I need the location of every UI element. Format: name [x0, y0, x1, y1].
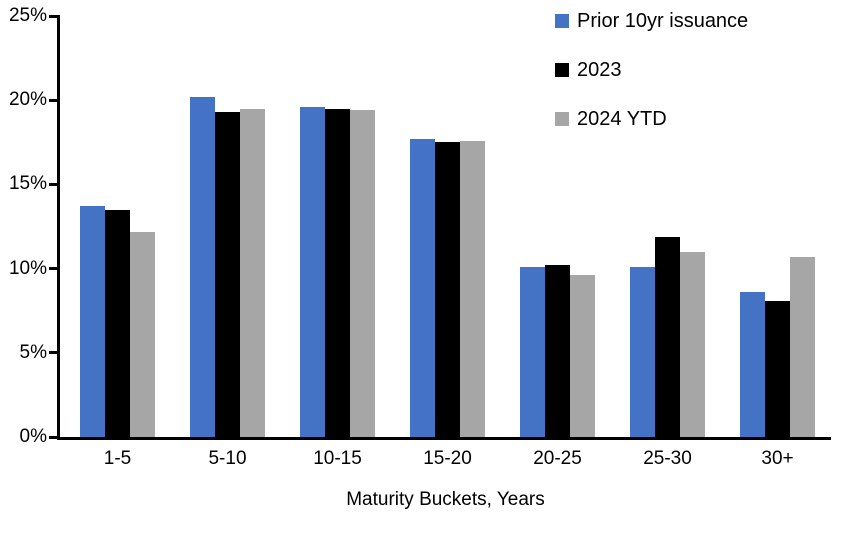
x-axis-tick-label: 10-15 [313, 448, 362, 469]
bar-2023-30- [765, 300, 790, 437]
y-axis-tick-label: 15% [8, 173, 47, 195]
y-axis-tick [49, 267, 57, 271]
legend-item-2024-ytd: 2024 YTD [555, 109, 748, 129]
legend-label: Prior 10yr issuance [577, 10, 749, 32]
y-axis-tick-label: 20% [8, 89, 47, 111]
bar-2023-5-10 [215, 111, 240, 437]
bar-2023-25-30 [655, 236, 680, 437]
bar-prior-10yr-issuance-5-10 [190, 96, 215, 437]
bar-2024-ytd-10-15 [350, 110, 375, 437]
y-axis-tick-label: 5% [19, 341, 47, 363]
bar-prior-10yr-issuance-20-25 [520, 266, 545, 437]
bar-2023-15-20 [435, 142, 460, 437]
x-axis-tick-label: 30+ [761, 448, 794, 469]
legend-swatch-blue-icon [555, 14, 569, 28]
y-axis-tick [49, 98, 57, 102]
x-axis-tick-label: 5-10 [208, 448, 247, 469]
y-axis-tick [49, 182, 57, 186]
bar-2024-ytd-30- [790, 256, 815, 437]
x-axis-tick-label: 1-5 [103, 448, 132, 469]
bar-2024-ytd-25-30 [680, 251, 705, 437]
legend-label: 2024 YTD [577, 108, 667, 130]
x-axis-title: Maturity Buckets, Years [346, 489, 545, 510]
bar-2024-ytd-15-20 [460, 140, 485, 437]
legend-swatch-gray-icon [555, 112, 569, 126]
x-axis-tick-label: 20-25 [533, 448, 582, 469]
y-axis-tick-label: 10% [8, 257, 47, 279]
y-axis-tick-label: 25% [8, 5, 47, 26]
legend-swatch-black-icon [555, 63, 569, 77]
legend-item-2023: 2023 [555, 60, 748, 80]
bar-2024-ytd-1-5 [130, 231, 155, 437]
x-axis-tick-label: 25-30 [643, 448, 692, 469]
x-axis-tick-label: 15-20 [423, 448, 472, 469]
y-axis-tick-label: 0% [19, 426, 47, 447]
bar-prior-10yr-issuance-30- [740, 292, 765, 437]
x-axis-line [57, 437, 831, 440]
bar-prior-10yr-issuance-25-30 [630, 266, 655, 437]
y-axis-line [57, 15, 60, 440]
legend-item-prior-10yr: Prior 10yr issuance [555, 11, 748, 31]
bar-2024-ytd-20-25 [570, 275, 595, 437]
bar-2023-1-5 [105, 209, 130, 437]
bar-2023-20-25 [545, 265, 570, 437]
bar-prior-10yr-issuance-1-5 [80, 206, 105, 437]
bar-prior-10yr-issuance-15-20 [410, 138, 435, 437]
bar-2024-ytd-5-10 [240, 108, 265, 437]
bar-2023-10-15 [325, 108, 350, 437]
y-axis-tick [49, 435, 57, 439]
legend-label: 2023 [577, 59, 622, 81]
y-axis-tick [49, 351, 57, 355]
bar-prior-10yr-issuance-10-15 [300, 106, 325, 437]
y-axis-tick [49, 14, 57, 18]
legend: Prior 10yr issuance 2023 2024 YTD [555, 11, 748, 129]
